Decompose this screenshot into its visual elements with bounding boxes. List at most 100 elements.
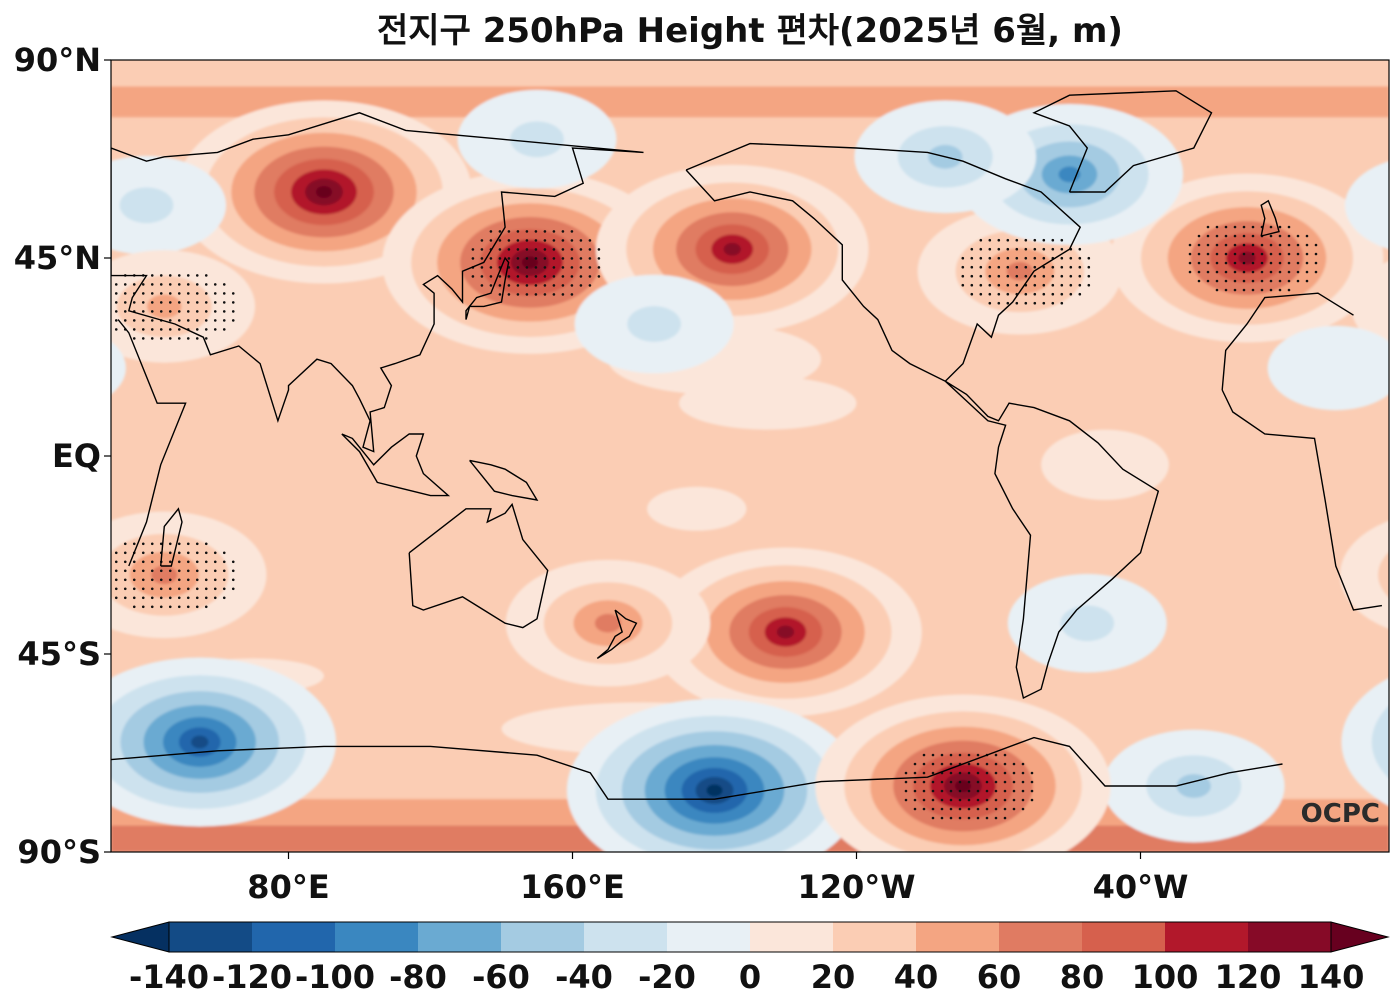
stipple-dot	[988, 301, 992, 305]
stipple-dot	[150, 301, 154, 304]
stipple-dot	[168, 274, 172, 277]
stipple-dot	[141, 337, 145, 340]
madagascar-coastline	[160, 507, 183, 567]
stipple-dot	[1060, 238, 1064, 242]
stipple-dot	[561, 266, 565, 269]
colorbar-frame	[168, 921, 1332, 953]
stipple-dot	[1269, 288, 1273, 292]
coastlines	[111, 90, 1383, 800]
significance-stippling	[114, 225, 1318, 820]
stipple-dot	[1033, 238, 1037, 242]
stipple-dot	[213, 578, 217, 582]
stipple-dot	[970, 283, 974, 287]
stipple-dot	[931, 798, 935, 802]
map-area	[111, 60, 1389, 852]
stipple-dot	[904, 789, 908, 793]
australia-coastline	[408, 502, 549, 629]
stipple-dot	[114, 319, 118, 322]
stipple-dot	[1215, 243, 1219, 247]
anomaly-center-15	[566, 698, 863, 852]
stipple-dot	[195, 560, 199, 564]
stipple-dot	[123, 569, 127, 573]
stipple-dot	[186, 596, 190, 600]
stipple-dot	[1021, 807, 1025, 811]
stipple-dot	[195, 283, 199, 286]
stipple-dot	[213, 328, 217, 331]
stipple-dot	[1042, 301, 1046, 305]
y-tick-label: 45°S	[17, 635, 101, 673]
stipple-dot	[1188, 261, 1192, 265]
stipple-dot	[1060, 292, 1064, 296]
stipple-dot	[985, 789, 989, 793]
stipple-dot	[150, 283, 154, 286]
stipple-dot	[997, 247, 1001, 251]
stipple-dot	[1278, 270, 1282, 274]
stipple-dot	[1287, 234, 1291, 238]
stipple-dot	[543, 293, 547, 296]
stipple-dot	[168, 578, 172, 582]
stipple-dot	[489, 230, 493, 233]
contour-level	[510, 121, 564, 158]
stipple-dot	[1197, 261, 1201, 265]
stipple-dot	[132, 605, 136, 609]
stipple-dot	[1051, 292, 1055, 296]
stipple-dot	[985, 807, 989, 811]
anomaly-center-14	[1007, 573, 1167, 673]
stipple-dot	[168, 596, 172, 600]
stipple-dot	[1233, 261, 1237, 265]
stipple-dot	[967, 807, 971, 811]
stipple-dot	[489, 257, 493, 260]
stipple-dot	[1003, 771, 1007, 775]
stipple-dot	[195, 542, 199, 546]
stipple-dot	[988, 265, 992, 269]
colorbar-tick-label: -120	[212, 958, 292, 996]
colorbar-tick-label: -20	[638, 958, 696, 996]
stipple-dot	[1314, 252, 1318, 256]
stipple-dot	[177, 283, 181, 286]
stipple-dot	[570, 257, 574, 260]
stipple-dot	[1030, 798, 1034, 802]
stipple-dot	[168, 605, 172, 609]
stipple-dot	[561, 248, 565, 251]
stipple-dot	[1003, 753, 1007, 757]
contour-level	[1176, 774, 1211, 798]
stipple-dot	[114, 569, 118, 573]
stipple-dot	[1069, 256, 1073, 260]
stipple-dot	[213, 283, 217, 286]
stipple-dot	[1215, 252, 1219, 256]
stipple-dot	[159, 587, 163, 591]
y-tick-label: 90°S	[17, 833, 101, 871]
colorbar-tick-label: 100	[1132, 958, 1199, 996]
stipple-dot	[177, 551, 181, 555]
stipple-dot	[186, 292, 190, 295]
stipple-dot	[985, 798, 989, 802]
stipple-dot	[114, 301, 118, 304]
stipple-dot	[222, 328, 226, 331]
stipple-dot	[1042, 256, 1046, 260]
stipple-dot	[195, 274, 199, 277]
stipple-dot	[489, 266, 493, 269]
stipple-dot	[123, 292, 127, 295]
stipple-dot	[150, 578, 154, 582]
anomaly-center-9	[574, 274, 734, 374]
stipple-dot	[979, 292, 983, 296]
stipple-dot	[979, 274, 983, 278]
stipple-dot	[213, 310, 217, 313]
stipple-dot	[1033, 247, 1037, 251]
stipple-dot	[525, 275, 529, 278]
stipple-dot	[213, 319, 217, 322]
stipple-dot	[1269, 243, 1273, 247]
stipple-dot	[579, 284, 583, 287]
stipple-dot	[150, 337, 154, 340]
japan-coastline	[465, 256, 510, 320]
stipple-dot	[1021, 789, 1025, 793]
stipple-dot	[507, 284, 511, 287]
stipple-dot	[534, 239, 538, 242]
stipple-dot	[1314, 243, 1318, 247]
stipple-dot	[1224, 234, 1228, 238]
stipple-dot	[997, 256, 1001, 260]
stipple-cluster-3	[114, 274, 235, 340]
stipple-dot	[988, 247, 992, 251]
stipple-dot	[997, 283, 1001, 287]
stipple-dot	[168, 310, 172, 313]
